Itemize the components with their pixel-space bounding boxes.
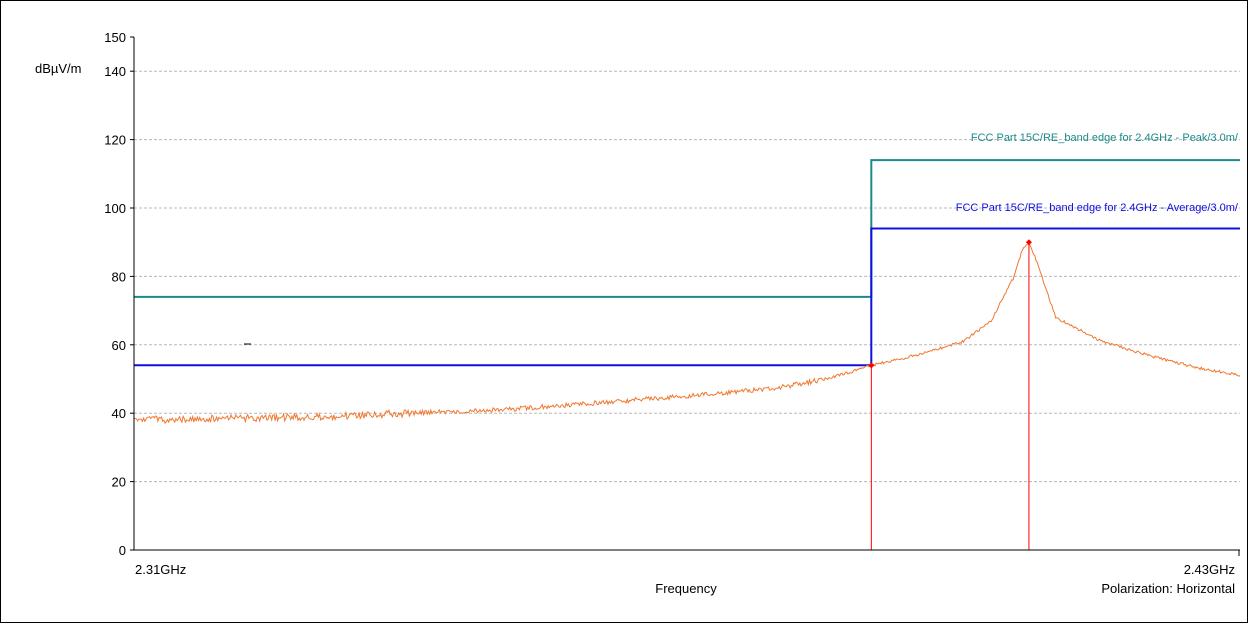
y-axis-ticks: 0 20 40 60 80 100 120 140 150 <box>104 30 134 558</box>
x-axis-title: Frequency <box>655 581 717 596</box>
x-axis-start-label: 2.31GHz <box>135 562 186 577</box>
y-tick-label: 150 <box>104 30 126 45</box>
y-tick-label: 100 <box>104 201 126 216</box>
series-layer <box>134 160 1240 423</box>
y-tick-label: 0 <box>119 543 126 558</box>
y-tick-label: 40 <box>112 406 126 421</box>
marker-layer <box>868 239 1032 550</box>
polarization-label: Polarization: Horizontal <box>1101 581 1235 596</box>
y-tick-label: 60 <box>112 338 126 353</box>
y-tick-label: 140 <box>104 64 126 79</box>
measured-trace <box>134 241 1240 423</box>
y-tick-label: 20 <box>112 475 126 490</box>
y-axis-unit-label: dBµV/m <box>35 61 82 76</box>
x-axis-end-label: 2.43GHz <box>1184 562 1235 577</box>
marker-point <box>868 362 874 368</box>
legend-average-label: FCC Part 15C/RE_band edge for 2.4GHz - A… <box>956 202 1239 214</box>
y-tick-label: 120 <box>104 133 126 148</box>
y-tick-label: 80 <box>112 269 126 284</box>
legend-peak-label: FCC Part 15C/RE_band edge for 2.4GHz - P… <box>971 132 1239 144</box>
